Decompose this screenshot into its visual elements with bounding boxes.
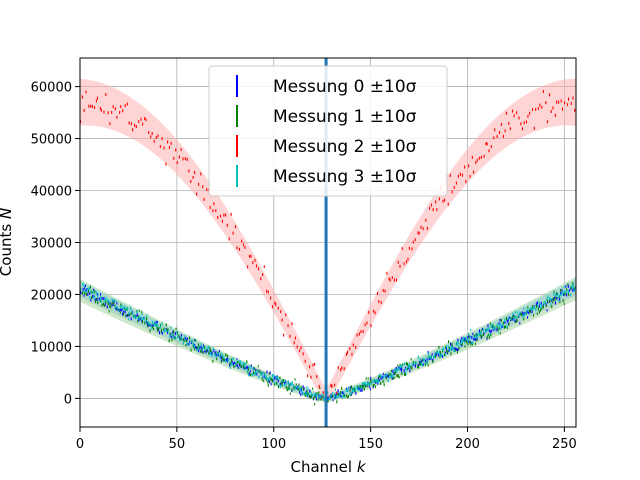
y-axis-ticks: 0 10000 20000 30000 40000 50000 60000 bbox=[31, 81, 80, 407]
legend-box bbox=[208, 65, 448, 197]
y-tick-label: 10000 bbox=[31, 340, 72, 355]
x-tick-label: 150 bbox=[358, 437, 383, 452]
x-tick-label: 200 bbox=[455, 437, 480, 452]
y-axis-label: Counts N bbox=[0, 208, 15, 276]
legend-entry-2: Messung 2 ±10σ bbox=[273, 137, 417, 157]
y-tick-label: 40000 bbox=[31, 185, 72, 200]
y-tick-label: 0 bbox=[64, 392, 72, 407]
x-tick-label: 250 bbox=[552, 437, 577, 452]
legend-entry-1: Messung 1 ±10σ bbox=[273, 107, 417, 127]
legend-entry-0: Messung 0 ±10σ bbox=[273, 77, 417, 97]
x-tick-label: 50 bbox=[169, 437, 186, 452]
y-tick-label: 60000 bbox=[31, 81, 72, 96]
series-3-points bbox=[80, 282, 576, 401]
y-tick-label: 20000 bbox=[31, 288, 72, 303]
legend: Messung 0 ±10σ Messung 1 ±10σ Messung 2 ±1… bbox=[208, 65, 448, 197]
data-points bbox=[80, 89, 576, 407]
legend-entry-3: Messung 3 ±10σ bbox=[273, 167, 417, 187]
band-2 bbox=[80, 78, 576, 404]
y-tick-label: 30000 bbox=[31, 237, 72, 252]
x-tick-label: 100 bbox=[261, 437, 286, 452]
x-tick-label: 0 bbox=[76, 437, 84, 452]
y-tick-label: 50000 bbox=[31, 133, 72, 148]
x-axis-label: Channel k bbox=[290, 458, 366, 476]
x-axis-ticks: 0 50 100 150 200 250 bbox=[76, 427, 577, 452]
